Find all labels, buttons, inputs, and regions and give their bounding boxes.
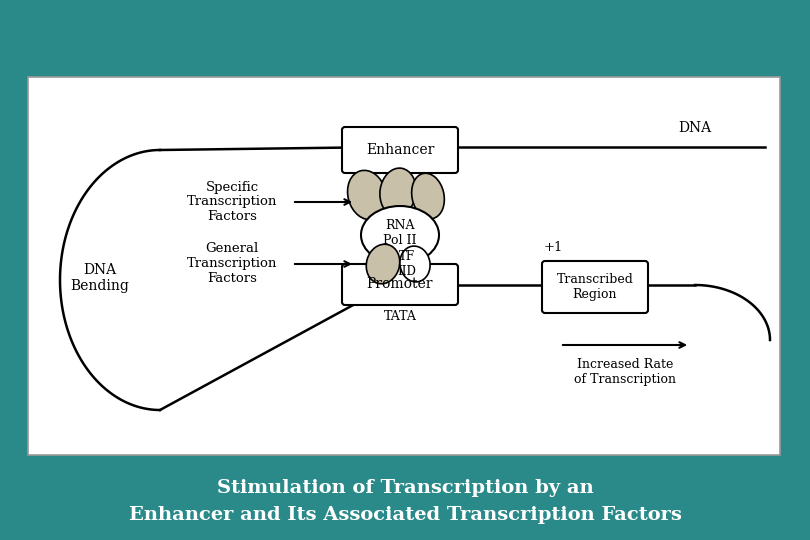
Text: Promoter: Promoter	[367, 278, 433, 292]
Ellipse shape	[366, 244, 400, 284]
Ellipse shape	[380, 168, 416, 216]
FancyBboxPatch shape	[342, 127, 458, 173]
FancyBboxPatch shape	[542, 261, 648, 313]
Text: DNA
Bending: DNA Bending	[70, 263, 130, 293]
Ellipse shape	[361, 206, 439, 264]
Text: RNA
Pol II: RNA Pol II	[383, 219, 417, 247]
Ellipse shape	[411, 173, 445, 219]
Text: Enhancer: Enhancer	[366, 143, 434, 157]
Text: +1: +1	[544, 241, 563, 254]
Text: TATA: TATA	[384, 309, 416, 322]
Text: DNA: DNA	[679, 121, 711, 135]
Text: Enhancer and Its Associated Transcription Factors: Enhancer and Its Associated Transcriptio…	[129, 506, 681, 524]
Text: Specific
Transcription
Factors: Specific Transcription Factors	[187, 180, 277, 224]
Text: TF
IID: TF IID	[398, 250, 416, 278]
FancyBboxPatch shape	[28, 77, 780, 455]
Text: General
Transcription
Factors: General Transcription Factors	[187, 242, 277, 286]
FancyBboxPatch shape	[342, 264, 458, 305]
Text: Stimulation of Transcription by an: Stimulation of Transcription by an	[216, 479, 594, 497]
Ellipse shape	[400, 246, 430, 282]
Ellipse shape	[347, 170, 386, 220]
Text: Transcribed
Region: Transcribed Region	[556, 273, 633, 301]
Text: Increased Rate
of Transcription: Increased Rate of Transcription	[574, 358, 676, 386]
